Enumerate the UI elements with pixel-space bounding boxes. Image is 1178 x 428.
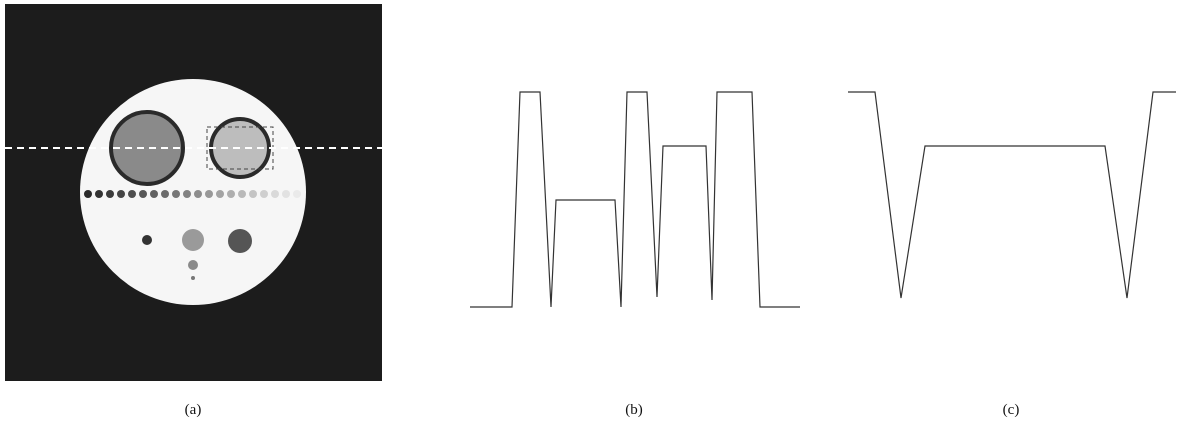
small-insert xyxy=(188,260,198,270)
caption: (b) xyxy=(625,402,643,418)
small-insert xyxy=(228,229,252,253)
figure: (a) (b) (c) xyxy=(0,0,1178,428)
profile-c xyxy=(848,92,1176,298)
large-insert xyxy=(111,112,183,184)
small-insert xyxy=(182,229,204,251)
caption: (a) xyxy=(185,402,202,418)
profile-b xyxy=(470,92,800,307)
small-insert xyxy=(191,276,195,280)
page: (a) (b) (c) (() => { const data = JSON.p… xyxy=(0,0,1178,428)
phantom-image xyxy=(5,4,382,381)
caption: (c) xyxy=(1003,402,1020,418)
small-insert xyxy=(142,235,152,245)
